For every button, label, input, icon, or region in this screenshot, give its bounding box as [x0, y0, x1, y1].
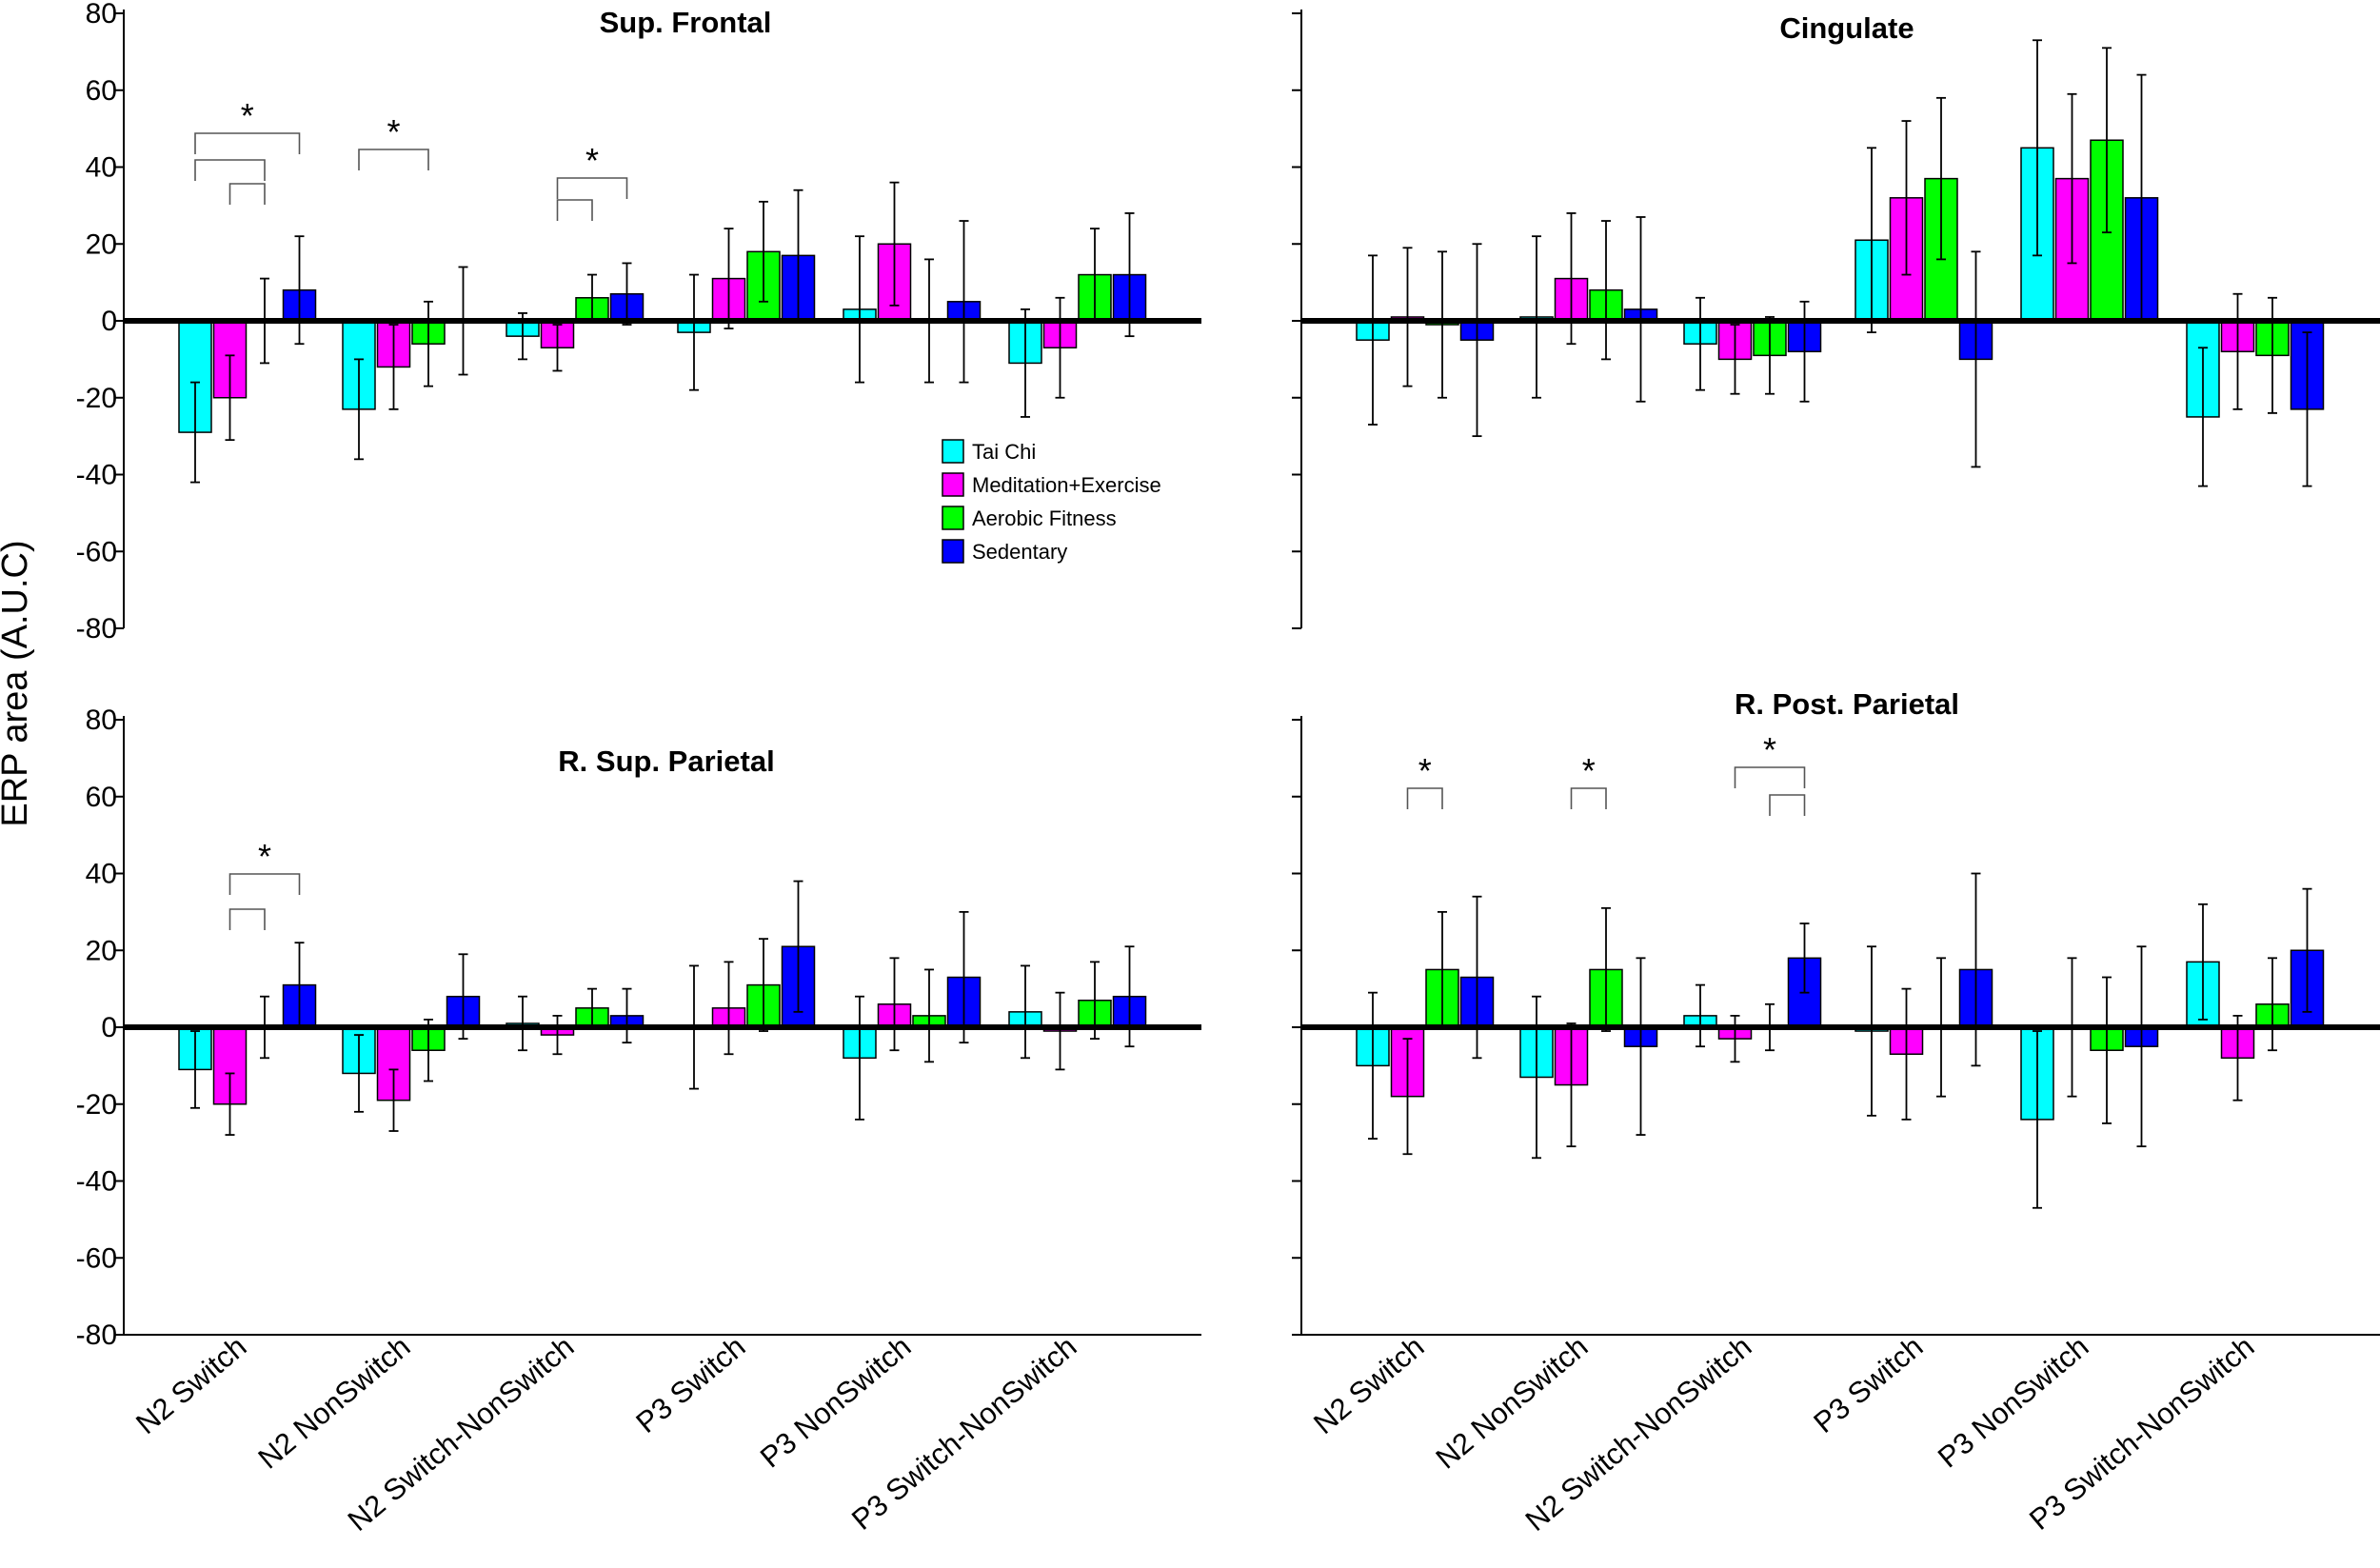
- significance-bracket: [228, 873, 301, 895]
- panel-title: R. Post. Parietal: [1735, 687, 1959, 721]
- x-tick-label: N2 NonSwitch: [1430, 1330, 1595, 1476]
- significance-bracket: [194, 159, 266, 181]
- legend-swatch: [942, 439, 964, 464]
- legend: Tai Chi Meditation+Exercise Aerobic Fitnes…: [942, 439, 1161, 564]
- significance-star: *: [1418, 751, 1432, 790]
- legend-label: Tai Chi: [972, 440, 1036, 464]
- y-tick-label: 80: [86, 0, 117, 30]
- y-tick-label: -80: [76, 1320, 117, 1351]
- significance-bracket: [358, 149, 429, 170]
- significance-star: *: [241, 96, 254, 135]
- significance-bracket: [1769, 794, 1806, 816]
- x-tick-label: N2 Switch: [129, 1330, 252, 1441]
- panel-title: Sup. Frontal: [600, 6, 772, 39]
- panel-title: R. Sup. Parietal: [558, 744, 774, 778]
- x-tick-label: N2 Switch: [1307, 1330, 1430, 1441]
- significance-star: *: [258, 837, 271, 876]
- chart-panel: * * * R. Post. Parietal: [1292, 687, 2380, 1336]
- significance-bracket: [194, 132, 301, 154]
- y-axis-label: ERP area (A.U.C): [0, 540, 35, 826]
- y-tick-label: -60: [76, 1242, 117, 1274]
- y-tick-label: 40: [86, 152, 117, 184]
- significance-bracket: [228, 908, 266, 930]
- significance-bracket: [1406, 787, 1443, 809]
- x-tick-label: P3 Switch: [1807, 1330, 1929, 1439]
- legend-label: Aerobic Fitness: [972, 506, 1117, 530]
- x-tick-label: P3 Switch: [629, 1330, 751, 1439]
- y-tick-label: -80: [76, 613, 117, 645]
- y-tick-label: 0: [101, 1012, 117, 1043]
- y-tick-label: 60: [86, 75, 117, 107]
- x-tick-label: P3 NonSwitch: [754, 1330, 918, 1475]
- significance-bracket: [556, 199, 593, 221]
- significance-star: *: [1763, 730, 1776, 769]
- significance-bracket: [228, 183, 266, 205]
- panel-title: Cingulate: [1779, 11, 1914, 45]
- legend-label: Meditation+Exercise: [972, 473, 1161, 497]
- significance-bracket: [1734, 766, 1806, 788]
- y-tick-label: 80: [86, 705, 117, 736]
- y-tick-label: -40: [76, 460, 117, 491]
- x-tick-label: P3 NonSwitch: [1932, 1330, 2095, 1475]
- y-tick-label: 20: [86, 935, 117, 966]
- y-tick-label: -20: [76, 383, 117, 414]
- chart-panel: 80 60 40 20 0 -20 -40 -60 -80 * R. Sup. Parietal: [76, 705, 1201, 1351]
- y-tick-label: 0: [101, 306, 117, 337]
- y-tick-label: -40: [76, 1166, 117, 1198]
- significance-star: *: [387, 112, 400, 151]
- y-tick-label: -60: [76, 536, 117, 567]
- significance-star: *: [1582, 751, 1596, 790]
- y-tick-label: 20: [86, 228, 117, 260]
- significance-bracket: [1570, 787, 1607, 809]
- legend-swatch: [942, 506, 964, 530]
- legend-swatch: [942, 539, 964, 564]
- significance-bracket: [556, 177, 628, 199]
- y-tick-label: -20: [76, 1089, 117, 1121]
- chart-panel: Cingulate: [1292, 10, 2380, 629]
- chart-panel: 80 60 40 20 0 -20 -40 -60 -80 * * * Sup. Frontal: [76, 0, 1201, 645]
- significance-star: *: [585, 141, 599, 180]
- legend-label: Sedentary: [972, 540, 1067, 564]
- x-tick-label: N2 NonSwitch: [252, 1330, 417, 1476]
- y-tick-label: 40: [86, 859, 117, 890]
- legend-swatch: [942, 472, 964, 497]
- y-tick-label: 60: [86, 782, 117, 813]
